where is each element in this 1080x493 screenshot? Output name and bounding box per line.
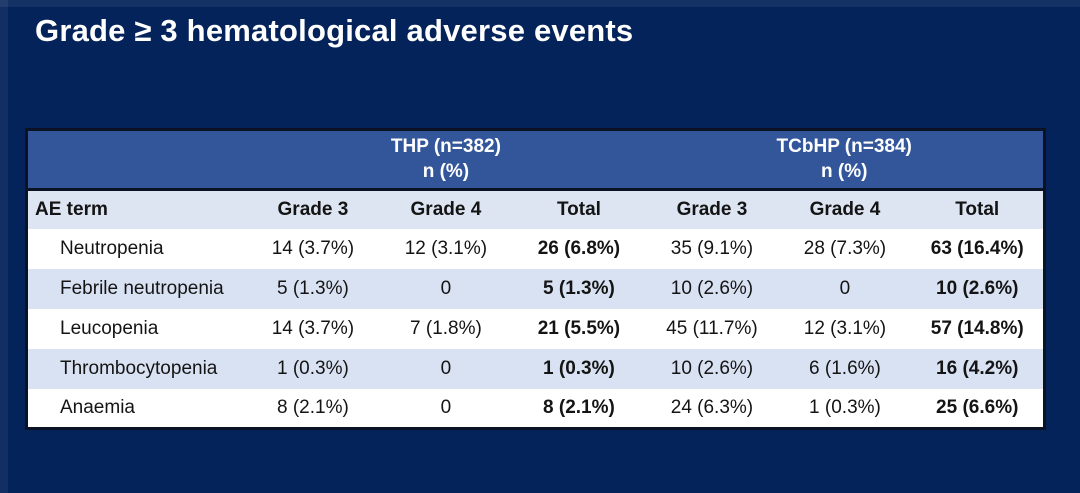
total-cell: 21 (5.5%): [512, 308, 646, 349]
total-cell: 25 (6.6%): [911, 388, 1045, 429]
value-cell: 0: [778, 268, 912, 309]
value-cell: 0: [379, 268, 513, 309]
value-cell: 10 (2.6%): [645, 348, 779, 389]
total-cell: 5 (1.3%): [512, 268, 646, 309]
column-header-grade4-tcbhp: Grade 4: [778, 189, 912, 229]
value-cell: 1 (0.3%): [778, 388, 912, 429]
group-header-spacer: [26, 129, 247, 191]
total-cell: 16 (4.2%): [911, 348, 1045, 389]
total-cell: 8 (2.1%): [512, 388, 646, 429]
value-cell: 0: [379, 388, 513, 429]
value-cell: 6 (1.6%): [778, 348, 912, 389]
group-label-thp: THP (n=382): [390, 135, 501, 157]
total-cell: 10 (2.6%): [911, 268, 1045, 309]
group-label-tcbhp: TCbHP (n=384): [776, 135, 912, 157]
column-header-total-tcbhp: Total: [911, 189, 1045, 229]
value-cell: 45 (11.7%): [645, 308, 779, 349]
table-row-thrombocytopenia: Thrombocytopenia 1 (0.3%) 0 1 (0.3%) 10 …: [26, 348, 1045, 389]
value-cell: 35 (9.1%): [645, 228, 779, 269]
group-header-tcbhp: TCbHP (n=384) n (%): [645, 129, 1045, 191]
value-cell: 14 (3.7%): [246, 308, 380, 349]
table-row-neutropenia: Neutropenia 14 (3.7%) 12 (3.1%) 26 (6.8%…: [26, 228, 1045, 269]
value-cell: 7 (1.8%): [379, 308, 513, 349]
column-header-ae-term: AE term: [26, 189, 247, 229]
total-cell: 26 (6.8%): [512, 228, 646, 269]
column-header-grade3-tcbhp: Grade 3: [645, 189, 779, 229]
value-cell: 8 (2.1%): [246, 388, 380, 429]
value-cell: 14 (3.7%): [246, 228, 380, 269]
column-header-total-thp: Total: [512, 189, 646, 229]
group-header-row: THP (n=382) n (%) TCbHP (n=384) n (%): [26, 129, 1045, 191]
total-cell: 1 (0.3%): [512, 348, 646, 389]
value-cell: 5 (1.3%): [246, 268, 380, 309]
table-body: Neutropenia 14 (3.7%) 12 (3.1%) 26 (6.8%…: [26, 228, 1045, 429]
table-row-anaemia: Anaemia 8 (2.1%) 0 8 (2.1%) 24 (6.3%) 1 …: [26, 388, 1045, 429]
ae-term-cell: Leucopenia: [26, 308, 247, 349]
group-sublabel-thp: n (%): [422, 160, 470, 182]
ae-term-cell: Neutropenia: [26, 228, 247, 269]
table-row-febrile-neutropenia: Febrile neutropenia 5 (1.3%) 0 5 (1.3%) …: [26, 268, 1045, 309]
page-title: Grade ≥ 3 hematological adverse events: [35, 13, 634, 48]
value-cell: 24 (6.3%): [645, 388, 779, 429]
ae-term-cell: Anaemia: [26, 388, 247, 429]
value-cell: 12 (3.1%): [379, 228, 513, 269]
value-cell: 28 (7.3%): [778, 228, 912, 269]
value-cell: 1 (0.3%): [246, 348, 380, 389]
table-header: THP (n=382) n (%) TCbHP (n=384) n (%) AE…: [26, 129, 1045, 229]
ae-term-cell: Thrombocytopenia: [26, 348, 247, 389]
ae-term-cell: Febrile neutropenia: [26, 268, 247, 309]
total-cell: 63 (16.4%): [911, 228, 1045, 269]
group-sublabel-tcbhp: n (%): [821, 160, 868, 182]
value-cell: 0: [379, 348, 513, 389]
table-row-leucopenia: Leucopenia 14 (3.7%) 7 (1.8%) 21 (5.5%) …: [26, 308, 1045, 349]
group-header-thp: THP (n=382) n (%): [246, 129, 646, 191]
adverse-events-table: THP (n=382) n (%) TCbHP (n=384) n (%) AE…: [25, 128, 1046, 430]
column-header-grade3-thp: Grade 3: [246, 189, 380, 229]
total-cell: 57 (14.8%): [911, 308, 1045, 349]
value-cell: 12 (3.1%): [778, 308, 912, 349]
column-header-row: AE term Grade 3 Grade 4 Total Grade 3 Gr…: [26, 189, 1045, 229]
value-cell: 10 (2.6%): [645, 268, 779, 309]
column-header-grade4-thp: Grade 4: [379, 189, 513, 229]
